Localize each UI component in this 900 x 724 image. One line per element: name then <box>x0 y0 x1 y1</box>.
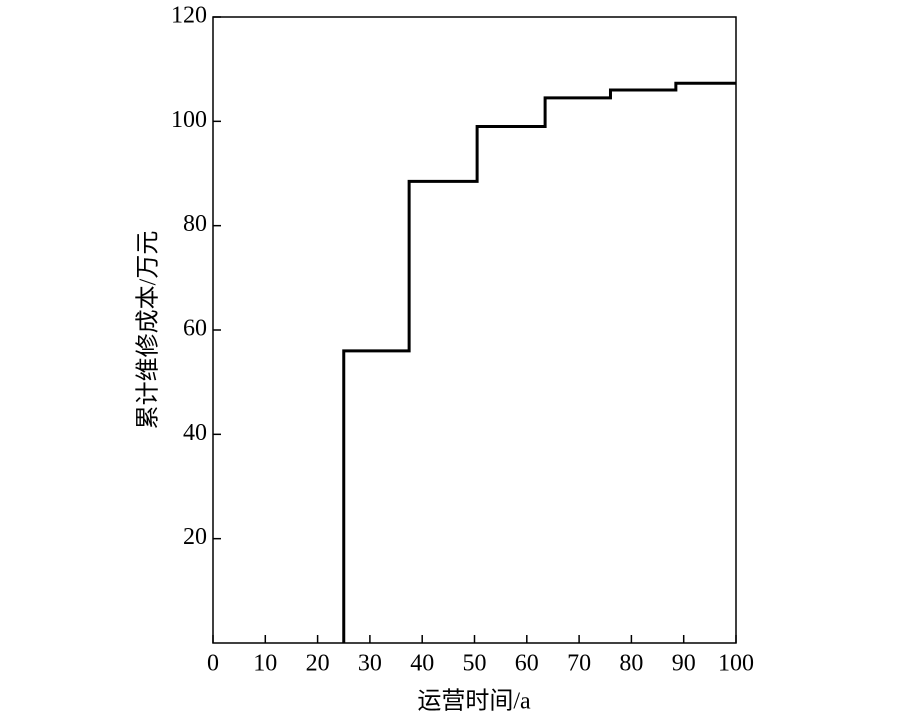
y-tick-label: 120 <box>171 3 207 29</box>
y-axis-label: 累计维修成本/万元 <box>135 231 162 430</box>
x-tick-label: 100 <box>718 651 754 677</box>
x-tick-label: 70 <box>567 651 591 677</box>
step-line <box>342 81 736 643</box>
plot-frame <box>212 16 737 644</box>
x-tick-label: 40 <box>410 651 434 677</box>
x-tick-label: 90 <box>672 651 696 677</box>
y-tick-label: 100 <box>171 107 207 133</box>
x-tick-label: 30 <box>358 651 382 677</box>
y-tick-label: 80 <box>183 211 207 237</box>
x-tick-label: 50 <box>463 651 487 677</box>
y-tick-label: 40 <box>183 420 207 446</box>
x-tick-label: 10 <box>253 651 277 677</box>
x-axis-label: 运营时间/a <box>417 688 531 715</box>
y-tick-label: 20 <box>183 524 207 550</box>
y-tick-label: 60 <box>183 316 207 342</box>
x-tick-label: 80 <box>619 651 643 677</box>
x-tick-label: 0 <box>207 651 219 677</box>
x-tick-label: 60 <box>515 651 539 677</box>
x-tick-label: 20 <box>306 651 330 677</box>
